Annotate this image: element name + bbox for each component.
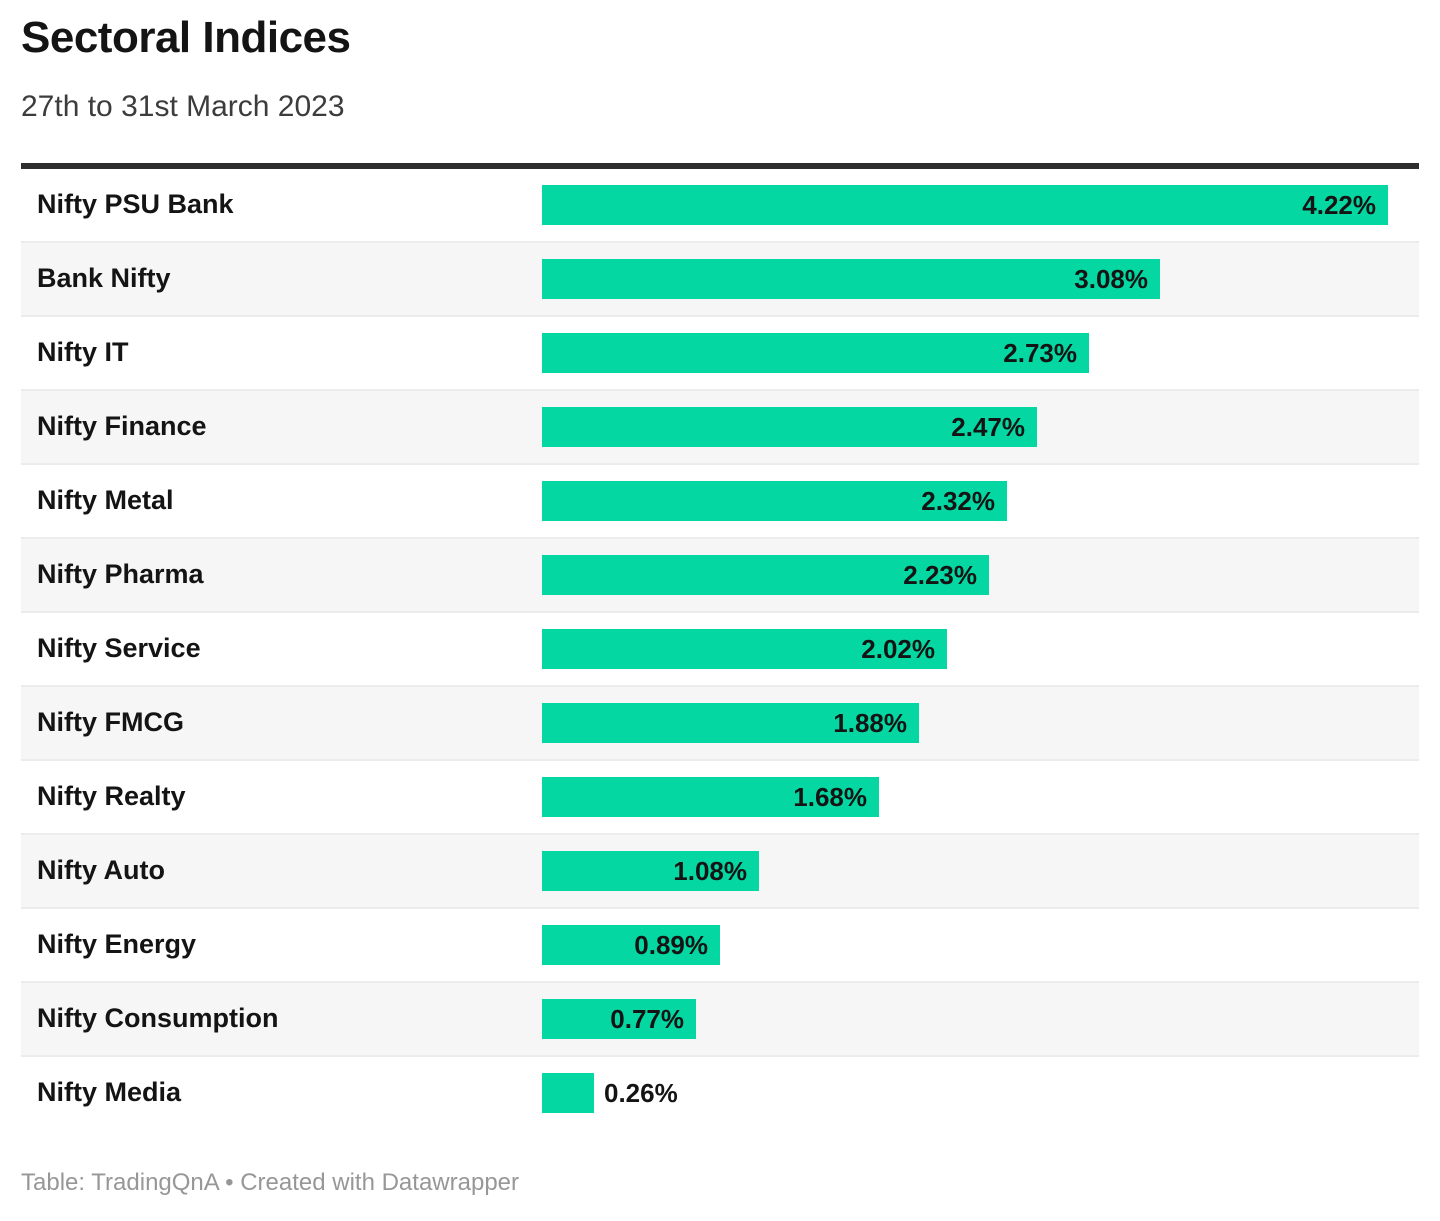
bar-value-label: 0.89% <box>634 929 708 960</box>
row-label: Nifty Finance <box>37 411 207 442</box>
bar-value-label: 2.23% <box>903 559 977 590</box>
table-row: Nifty Realty 1.68% <box>21 758 1419 833</box>
bar: 4.22% <box>542 184 1388 225</box>
table-row: Nifty Media 0.26% <box>21 1054 1419 1129</box>
row-label: Nifty Service <box>37 633 201 664</box>
header-divider <box>21 162 1419 169</box>
bar: 3.08% <box>542 258 1160 299</box>
bar: 1.88% <box>542 702 919 743</box>
bar-area: 0.89% <box>542 924 1419 965</box>
table-row: Nifty PSU Bank 4.22% <box>21 168 1419 241</box>
bar-value-label: 3.08% <box>1074 263 1148 294</box>
bar-area: 3.08% <box>542 258 1419 299</box>
footer-credit: Table: TradingQnA • Created with Datawra… <box>21 1168 519 1196</box>
table-row: Nifty Metal 2.32% <box>21 462 1419 537</box>
row-label: Nifty Realty <box>37 781 186 812</box>
bar-value-label: 4.22% <box>1302 189 1376 220</box>
table-row: Nifty IT 2.73% <box>21 314 1419 389</box>
bar: 2.32% <box>542 480 1007 521</box>
row-label: Nifty Metal <box>37 485 174 516</box>
bar-area: 2.32% <box>542 480 1419 521</box>
table-row: Nifty Auto 1.08% <box>21 832 1419 907</box>
row-label: Nifty PSU Bank <box>37 189 234 220</box>
row-label: Bank Nifty <box>37 263 171 294</box>
row-label: Nifty Pharma <box>37 559 204 590</box>
bar: 0.77% <box>542 998 696 1039</box>
bar: 2.47% <box>542 406 1037 447</box>
bar-value-label: 1.08% <box>673 855 747 886</box>
table-row: Nifty Pharma 2.23% <box>21 536 1419 611</box>
bar: 1.08% <box>542 850 759 891</box>
row-label: Nifty IT <box>37 337 129 368</box>
table-row: Nifty Finance 2.47% <box>21 388 1419 463</box>
table-row: Bank Nifty 3.08% <box>21 240 1419 315</box>
page-title: Sectoral Indices <box>21 13 351 62</box>
table-row: Nifty FMCG 1.88% <box>21 684 1419 759</box>
bar-chart: Nifty PSU Bank 4.22% Bank Nifty 3.08% Nifty … <box>21 168 1419 1129</box>
bar-area: 0.26% <box>542 1072 1419 1113</box>
bar-area: 1.08% <box>542 850 1419 891</box>
table-row: Nifty Consumption 0.77% <box>21 980 1419 1055</box>
bar-area: 4.22% <box>542 184 1419 225</box>
row-label: Nifty Media <box>37 1077 182 1108</box>
row-label: Nifty Auto <box>37 855 165 886</box>
bar: 2.02% <box>542 628 947 669</box>
bar-value-label: 1.88% <box>833 707 907 738</box>
bar-area: 2.73% <box>542 332 1419 373</box>
bar-value-label: 2.73% <box>1003 337 1077 368</box>
bar-area: 2.02% <box>542 628 1419 669</box>
table-row: Nifty Service 2.02% <box>21 610 1419 685</box>
bar-area: 2.47% <box>542 406 1419 447</box>
bar-area: 2.23% <box>542 554 1419 595</box>
bar-area: 0.77% <box>542 998 1419 1039</box>
bar: 2.23% <box>542 554 989 595</box>
page-subtitle: 27th to 31st March 2023 <box>21 89 345 123</box>
bar-area: 1.68% <box>542 776 1419 817</box>
bar <box>542 1072 594 1113</box>
bar: 0.89% <box>542 924 720 965</box>
bar-value-label: 0.26% <box>604 1077 678 1108</box>
bar-value-label: 2.02% <box>861 633 935 664</box>
row-label: Nifty FMCG <box>37 707 184 738</box>
bar-value-label: 2.47% <box>951 411 1025 442</box>
bar-value-label: 1.68% <box>793 781 867 812</box>
bar: 2.73% <box>542 332 1089 373</box>
bar: 1.68% <box>542 776 879 817</box>
table-row: Nifty Energy 0.89% <box>21 906 1419 981</box>
row-label: Nifty Consumption <box>37 1003 279 1034</box>
chart-card: Sectoral Indices 27th to 31st March 2023… <box>21 0 1419 1221</box>
bar-value-label: 0.77% <box>610 1003 684 1034</box>
bar-value-label: 2.32% <box>921 485 995 516</box>
bar-area: 1.88% <box>542 702 1419 743</box>
row-label: Nifty Energy <box>37 929 197 960</box>
